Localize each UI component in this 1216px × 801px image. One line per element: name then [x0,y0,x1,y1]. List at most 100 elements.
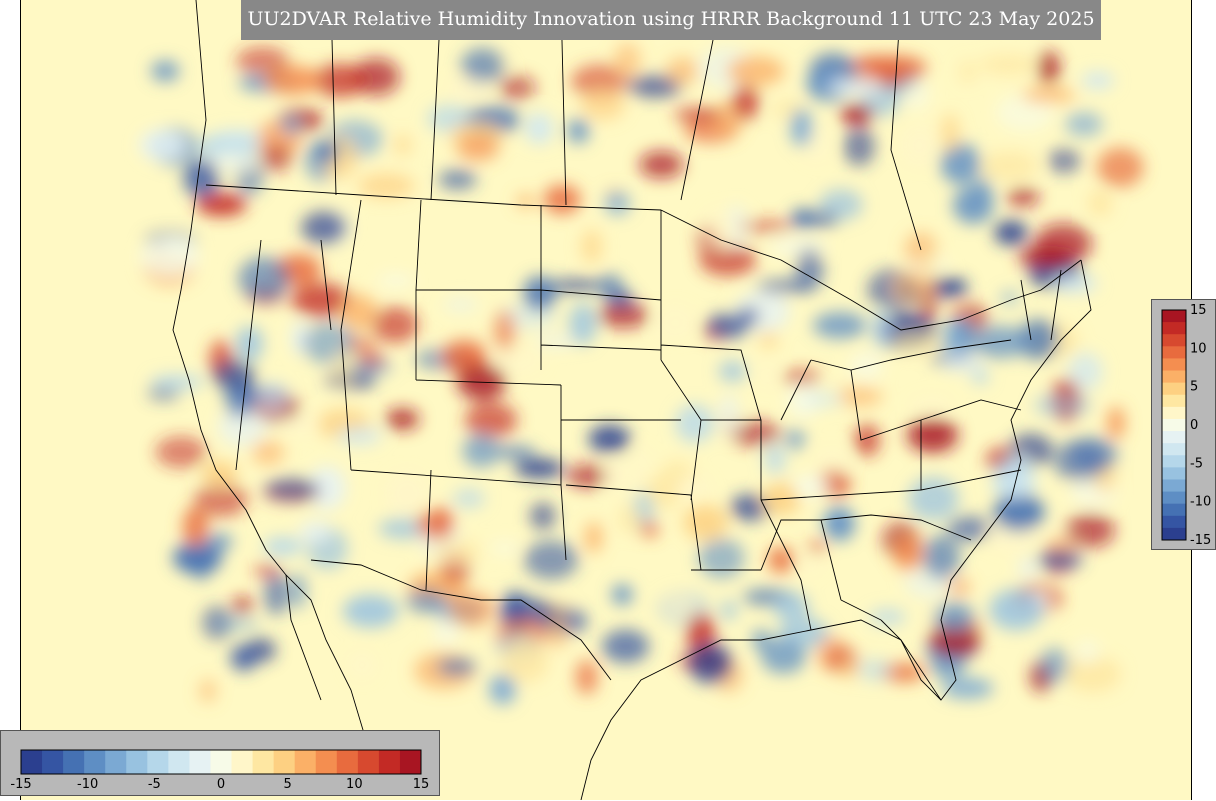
colorbar-segment [1162,467,1186,480]
innovation-blob [1069,437,1118,473]
innovation-blob [548,610,567,650]
innovation-blob [756,280,814,294]
innovation-blob [604,191,631,216]
innovation-blob [263,536,304,556]
innovation-blob [585,522,603,554]
innovation-blob [569,303,597,346]
innovation-blob [264,573,289,616]
innovation-blob [464,402,518,438]
innovation-blob [580,89,626,121]
innovation-blob [994,220,1028,246]
innovation-blob [843,127,875,167]
innovation-blob [854,423,880,457]
innovation-blob [792,475,829,499]
colorbar-segment [1162,370,1186,384]
innovation-blob [959,59,977,84]
state-lines [235,199,1062,631]
innovation-blob [823,506,856,542]
innovation-blob [342,594,399,628]
innovation-blob [602,629,650,664]
innovation-blob [790,108,813,147]
innovation-blob [614,42,641,80]
innovation-blob [1038,51,1060,85]
colorbar-segment [357,750,380,774]
horizontal-colorbar: -15 -10 -5 0 5 10 15 [10,749,429,792]
innovation-blob [993,492,1045,532]
colorbar-segment [168,750,190,774]
innovation-blob [901,78,930,111]
innovation-blob [581,229,603,264]
colorbar-segment [1162,515,1186,529]
innovation-blob [1107,406,1125,440]
innovation-blob [827,78,883,95]
innovation-blob [182,506,209,548]
innovation-blob [1065,513,1115,548]
innovation-blob [139,129,187,161]
innovation-blob [1097,147,1144,188]
innovation-blob [258,145,293,172]
innovation-blob [707,313,751,339]
innovation-blob [907,417,958,453]
innovation-blob [640,521,659,538]
innovation-blob [934,602,975,633]
map-frame[interactable]: UU2DVAR Relative Humidity Innovation usi… [20,0,1192,800]
innovation-blob [759,330,778,350]
innovation-blob [911,396,952,415]
innovation-blob [627,75,683,98]
colorbar-segment [1162,455,1186,468]
colorbar-segment [399,750,422,774]
colorbar-segment [315,750,338,774]
innovation-blob [805,391,844,408]
innovation-blob [385,408,420,430]
innovation-blob [438,170,477,190]
innovation-blob [597,274,624,299]
innovation-blob [941,677,994,700]
innovation-blob [276,417,321,432]
innovation-blob [155,436,207,469]
innovation-blob [683,504,728,541]
horizontal-colorbar-panel: -15 -10 -5 0 5 10 15 [0,730,440,796]
innovation-blob [857,658,893,682]
innovation-blob [238,256,290,301]
innovation-blob [571,64,628,99]
innovation-blob [989,588,1044,631]
canada-province-lines [330,0,922,251]
colorbar-segment [1162,503,1186,517]
colorbar-segment [1162,406,1186,420]
innovation-blob [688,642,733,684]
innovation-blob [768,547,794,573]
colorbar-tick-label: -5 [148,777,161,792]
innovation-blob [206,533,233,551]
boundaries [172,0,1092,800]
colorbar-segment [1162,358,1186,372]
colorbar-segment [210,750,233,774]
vertical-colorbar-ticks: 15 10 5 0 -5 -10 -15 [1190,303,1211,548]
innovation-blob [718,394,739,436]
vertical-colorbar-panel: 15 10 5 0 -5 -10 -15 [1151,299,1216,550]
innovation-blob [1021,87,1076,103]
innovation-blob [764,443,786,475]
innovation-blob [727,56,785,87]
innovation-blob [523,540,579,580]
innovation-blob [1036,550,1084,569]
innovation-blob [452,488,486,509]
innovation-blob [535,335,577,348]
innovation-blob [675,404,715,443]
innovation-blob [617,504,642,534]
innovation-blob [213,359,255,391]
innovation-blob [991,468,1038,498]
innovation-blob [430,537,481,566]
innovation-blob [416,509,454,539]
colorbar-segment [1162,479,1186,493]
innovation-blob [494,310,516,352]
innovation-blob [494,446,537,459]
colorbar-segment [252,750,275,774]
colorbar-segment [1162,443,1186,456]
innovation-blob [666,57,699,85]
innovation-blob [996,93,1054,132]
innovation-blob [1065,112,1103,137]
innovation-blob [1039,647,1070,684]
innovation-blob [434,619,459,646]
innovation-blob [798,557,821,574]
innovation-blob [1081,71,1115,90]
